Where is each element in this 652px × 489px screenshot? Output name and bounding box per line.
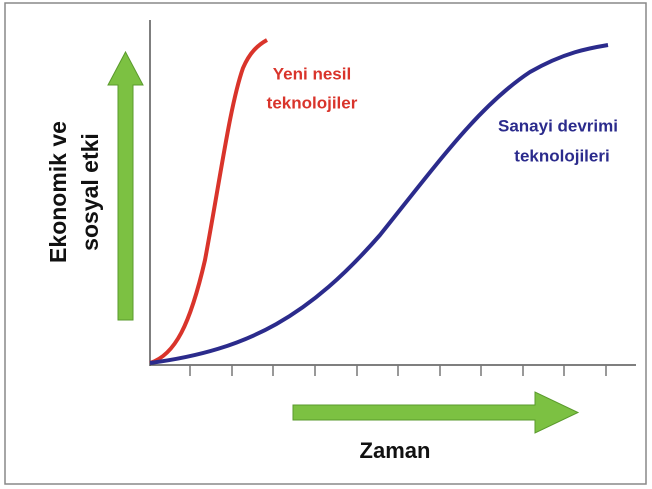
y-axis-label-line: Ekonomik ve <box>45 121 71 263</box>
industrial-curve <box>149 43 609 365</box>
up-arrow <box>107 50 144 321</box>
new-tech-curve <box>149 38 268 365</box>
curve-label: teknolojileri <box>514 146 609 165</box>
x-ticks <box>189 365 607 376</box>
y-axis-label: Ekonomik ve sosyal etki <box>45 121 103 263</box>
y-axis-label-line: sosyal etki <box>77 133 103 251</box>
curve-label: Yeni nesil <box>273 64 351 83</box>
right-arrow <box>292 391 580 434</box>
curve-label: teknolojiler <box>267 93 358 112</box>
x-axis-label: Zaman <box>360 438 431 463</box>
curve-label: Sanayi devrimi <box>498 116 618 135</box>
